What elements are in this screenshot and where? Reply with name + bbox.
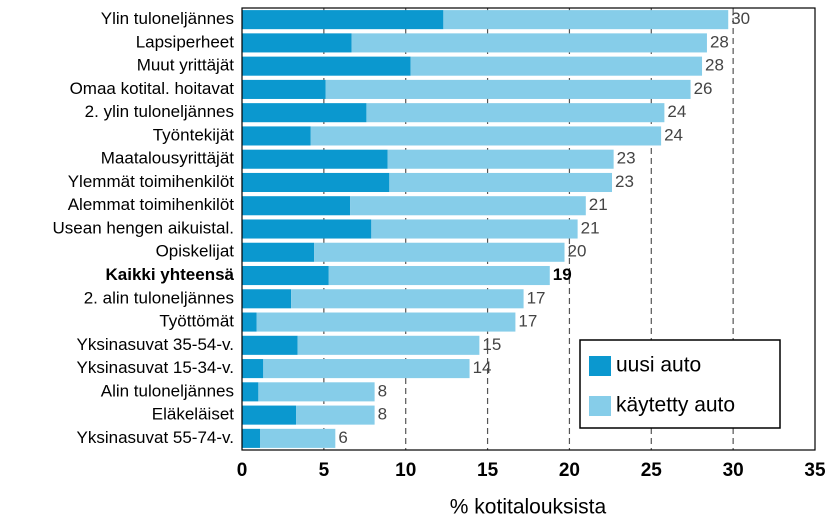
legend-box bbox=[579, 339, 781, 429]
bar-segment bbox=[242, 382, 259, 402]
y-tick-label: Maatalousyrittäjät bbox=[101, 149, 235, 168]
bar-segment bbox=[242, 312, 257, 332]
bar-segment bbox=[328, 265, 550, 286]
total-label: 30 bbox=[731, 9, 750, 28]
total-label: 8 bbox=[378, 405, 387, 424]
legend-label: käytetty auto bbox=[616, 394, 735, 417]
bar-segment bbox=[366, 103, 665, 123]
x-tick-label: 35 bbox=[804, 460, 826, 481]
bar-segment bbox=[242, 149, 388, 169]
legend-label: uusi auto bbox=[616, 354, 701, 377]
bar-segment bbox=[242, 79, 326, 99]
y-tick-label: Lapsiperheet bbox=[136, 32, 235, 51]
bar-segment bbox=[297, 335, 480, 355]
bar-segment bbox=[242, 242, 315, 262]
y-tick-label: Alemmat toimihenkilöt bbox=[68, 195, 235, 214]
x-tick-label: 30 bbox=[723, 460, 744, 481]
total-label: 21 bbox=[589, 195, 608, 214]
x-tick-label: 10 bbox=[395, 460, 416, 481]
total-label: 17 bbox=[518, 312, 537, 331]
y-tick-label: Työttömät bbox=[159, 312, 234, 331]
bar-segment bbox=[242, 289, 292, 309]
bar-segment bbox=[443, 10, 729, 30]
bar-segment bbox=[242, 56, 411, 76]
bar-segment bbox=[242, 359, 264, 379]
total-label: 26 bbox=[694, 79, 713, 98]
bar-segment bbox=[260, 428, 336, 448]
bar-segment bbox=[263, 359, 470, 379]
bar-segment bbox=[242, 405, 297, 425]
bar-segment bbox=[350, 196, 586, 216]
total-label: 19 bbox=[553, 265, 572, 284]
y-tick-label: Työntekijät bbox=[153, 125, 235, 144]
bar-segment bbox=[310, 126, 662, 146]
legend-swatch bbox=[589, 396, 611, 416]
bar-segment bbox=[389, 172, 612, 193]
total-label: 14 bbox=[473, 358, 492, 377]
total-label: 28 bbox=[705, 56, 724, 75]
y-tick-label: Yksinasuvat 35-54-v. bbox=[77, 335, 234, 354]
x-tick-label: 15 bbox=[477, 460, 499, 481]
x-tick-label: 0 bbox=[237, 460, 248, 481]
bar-segment bbox=[242, 196, 351, 216]
total-label: 24 bbox=[664, 125, 683, 144]
y-tick-label: Omaa kotital. hoitavat bbox=[70, 79, 235, 98]
bar-segment bbox=[242, 103, 367, 123]
x-tick-label: 5 bbox=[319, 460, 330, 481]
bar-segment bbox=[242, 10, 444, 30]
total-label: 6 bbox=[338, 428, 347, 447]
bar-segment bbox=[296, 405, 375, 425]
y-tick-label: Opiskelijat bbox=[156, 242, 235, 261]
total-label: 20 bbox=[568, 242, 587, 261]
bar-segment bbox=[242, 33, 352, 53]
y-tick-label: 2. alin tuloneljännes bbox=[84, 288, 234, 307]
total-label: 28 bbox=[710, 32, 729, 51]
x-axis-title: % kotitalouksista bbox=[450, 496, 607, 519]
total-label: 15 bbox=[482, 335, 501, 354]
legend-swatch bbox=[589, 356, 611, 376]
bar-segment bbox=[242, 335, 298, 355]
plot-frame bbox=[241, 7, 816, 451]
bar-segment bbox=[242, 172, 390, 193]
total-label: 8 bbox=[378, 381, 387, 400]
bar-segment bbox=[371, 219, 578, 239]
bar-segment bbox=[314, 242, 565, 262]
x-tick-label: 20 bbox=[559, 460, 580, 481]
y-tick-label: Yksinasuvat 15-34-v. bbox=[77, 358, 234, 377]
bar-segment bbox=[291, 289, 524, 309]
y-tick-label: 2. ylin tuloneljännes bbox=[85, 102, 234, 121]
y-tick-label: Ylin tuloneljännes bbox=[101, 9, 234, 28]
bar-segment bbox=[256, 312, 516, 332]
y-tick-label: Kaikki yhteensä bbox=[105, 265, 234, 284]
bar-segment bbox=[410, 56, 703, 76]
y-tick-label: Muut yrittäjät bbox=[137, 56, 235, 75]
y-tick-label: Yksinasuvat 55-74-v. bbox=[77, 428, 234, 447]
total-label: 17 bbox=[527, 288, 546, 307]
y-tick-label: Alin tuloneljännes bbox=[101, 381, 234, 400]
bar-segment bbox=[351, 33, 707, 53]
y-tick-label: Eläkeläiset bbox=[152, 405, 234, 424]
total-label: 24 bbox=[667, 102, 686, 121]
x-tick-label: 25 bbox=[641, 460, 663, 481]
bar-segment bbox=[242, 428, 261, 448]
y-tick-label: Ylemmät toimihenkilöt bbox=[68, 172, 235, 191]
bar-segment bbox=[387, 149, 614, 169]
total-label: 21 bbox=[581, 218, 600, 237]
total-label: 23 bbox=[617, 149, 636, 168]
bar-segment bbox=[242, 265, 329, 286]
bar-segment bbox=[325, 79, 691, 99]
bar-segment bbox=[242, 126, 311, 146]
total-label: 23 bbox=[615, 172, 634, 191]
bar-segment bbox=[258, 382, 375, 402]
y-tick-label: Usean hengen aikuistal. bbox=[53, 218, 234, 237]
bar-segment bbox=[242, 219, 372, 239]
